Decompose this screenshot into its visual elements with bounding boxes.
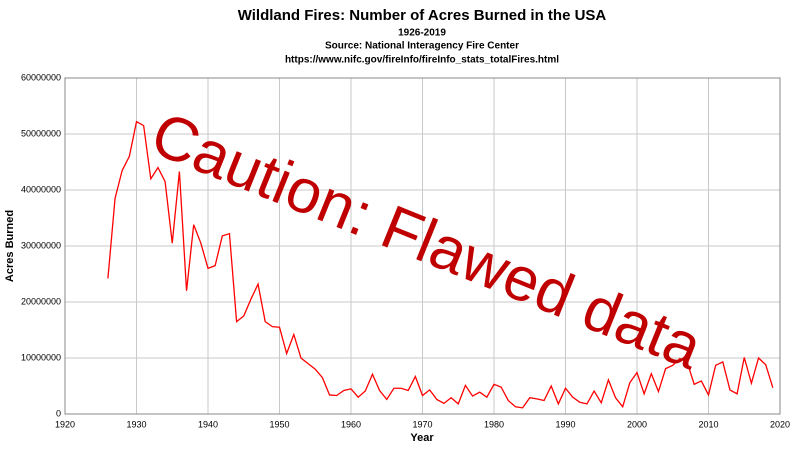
subtitle: 1926-2019 xyxy=(398,28,446,39)
y-tick-label: 60000000 xyxy=(21,72,61,82)
y-tick-label: 20000000 xyxy=(21,296,61,306)
x-tick-label: 1960 xyxy=(341,419,361,429)
y-tick-label: 50000000 xyxy=(21,128,61,138)
x-tick-label: 2000 xyxy=(627,419,647,429)
source: Source: National Interagency Fire Center xyxy=(325,41,519,52)
y-tick-label: 30000000 xyxy=(21,240,61,250)
annotation: Caution: Flawed data xyxy=(142,99,712,383)
y-axis-label: Acres Burned xyxy=(4,210,16,282)
x-tick-label: 1990 xyxy=(555,419,575,429)
x-tick-label: 2020 xyxy=(770,419,790,429)
x-tick-label: 1970 xyxy=(412,419,432,429)
data-line xyxy=(107,120,774,409)
url: https://www.nifc.gov/fireInfo/fireInfo_s… xyxy=(285,55,559,66)
x-tick-label: 1950 xyxy=(269,419,289,429)
x-axis-label: Year xyxy=(410,432,434,444)
x-tick-label: 1980 xyxy=(484,419,504,429)
x-tick-label: 1940 xyxy=(198,419,218,429)
x-tick-label: 2010 xyxy=(698,419,718,429)
y-tick-label: 0 xyxy=(56,408,61,418)
chart-title: Wildland Fires: Number of Acres Burned i… xyxy=(238,7,607,24)
x-tick-label: 1920 xyxy=(55,419,75,429)
y-tick-label: 10000000 xyxy=(21,352,61,362)
plot-frame xyxy=(64,77,781,415)
y-tick-label: 40000000 xyxy=(21,184,61,194)
x-tick-label: 1930 xyxy=(126,419,146,429)
